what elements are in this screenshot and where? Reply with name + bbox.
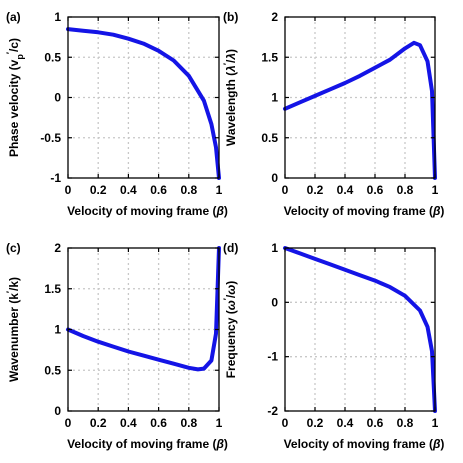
y-tick-label: -0.5 <box>40 131 61 145</box>
series-line <box>283 246 437 413</box>
x-tick-label: 0.2 <box>90 183 107 197</box>
y-tick-label: 0.5 <box>44 50 61 64</box>
x-tick-label: 0.4 <box>120 416 137 430</box>
y-tick-label: 0.5 <box>44 363 61 377</box>
x-tick-label: 1 <box>432 183 439 197</box>
panel-label: (b) <box>223 10 238 24</box>
series-line <box>66 27 221 180</box>
y-tick-label: 1.5 <box>261 50 278 64</box>
x-tick-label: 0.2 <box>307 183 324 197</box>
panel-label: (d) <box>223 241 238 255</box>
y-tick-label: 1 <box>54 323 61 337</box>
y-tick-label: -1 <box>267 350 278 364</box>
y-tick-label: 0 <box>54 91 61 105</box>
y-tick-label: 2 <box>54 241 61 255</box>
y-axis-label: Wavenumber (k′/k) <box>5 277 21 382</box>
x-axis-label: Velocity of moving frame (β) <box>284 437 445 451</box>
x-tick-label: 0.6 <box>150 183 167 197</box>
y-axis-label: Frequency (ω′/ω) <box>222 281 238 379</box>
y-tick-label: 2 <box>271 10 278 24</box>
x-tick-label: 1 <box>432 416 439 430</box>
x-tick-label: 0.6 <box>367 183 384 197</box>
x-tick-label: 0 <box>65 183 72 197</box>
x-axis-label: Velocity of moving frame (β) <box>67 437 228 451</box>
x-tick-label: 0.8 <box>397 183 414 197</box>
y-tick-label: 0.5 <box>261 131 278 145</box>
y-axis-label: Wavelength (λ′/λ) <box>222 49 238 146</box>
y-tick-label: 0 <box>271 171 278 185</box>
x-tick-label: 0.4 <box>120 183 137 197</box>
y-tick-label: 1 <box>271 241 278 255</box>
x-tick-label: 0.2 <box>90 416 107 430</box>
x-tick-label: 0 <box>282 416 289 430</box>
x-tick-label: 0.6 <box>150 416 167 430</box>
y-tick-label: 1 <box>54 10 61 24</box>
y-tick-label: 0 <box>271 295 278 309</box>
x-tick-label: 0.4 <box>337 183 354 197</box>
y-axis-label: Phase velocity (vp′/c) <box>5 38 25 157</box>
x-tick-label: 0.8 <box>397 416 414 430</box>
series-line <box>283 40 437 180</box>
x-axis-label: Velocity of moving frame (β) <box>67 204 228 218</box>
x-tick-label: 0.6 <box>367 416 384 430</box>
x-tick-label: 0 <box>65 416 72 430</box>
panel-label: (c) <box>6 241 21 255</box>
x-tick-label: 1 <box>216 416 223 430</box>
y-tick-label: -2 <box>267 404 278 418</box>
y-tick-label: 0 <box>54 404 61 418</box>
panel-label: (a) <box>6 10 21 24</box>
y-tick-label: -1 <box>50 171 61 185</box>
x-tick-label: 0.8 <box>180 416 197 430</box>
plot-frame <box>284 247 436 412</box>
series-line <box>66 246 221 372</box>
x-tick-label: 0 <box>282 183 289 197</box>
x-tick-label: 0.4 <box>337 416 354 430</box>
x-tick-label: 0.2 <box>307 416 324 430</box>
x-tick-label: 0.8 <box>180 183 197 197</box>
x-tick-label: 1 <box>216 183 223 197</box>
y-tick-label: 1 <box>271 91 278 105</box>
y-tick-label: 1.5 <box>44 282 61 296</box>
x-axis-label: Velocity of moving frame (β) <box>284 204 445 218</box>
